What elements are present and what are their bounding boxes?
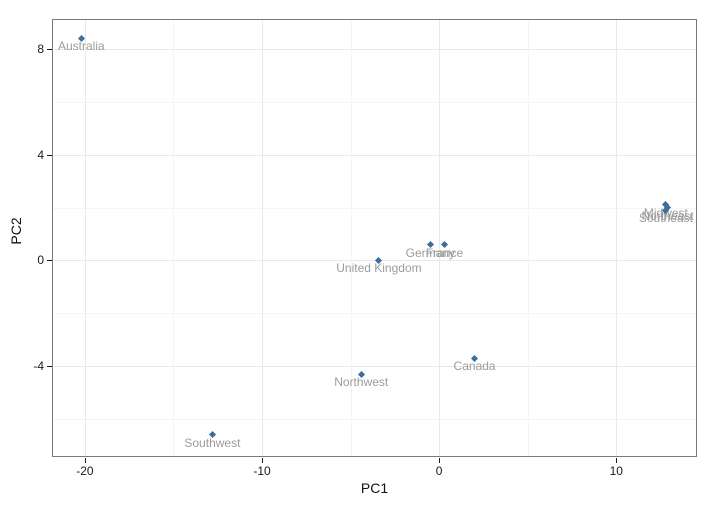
x-axis-tick <box>439 458 441 463</box>
y-tick-label: 0 <box>37 253 44 268</box>
x-tick-label: 0 <box>435 464 443 478</box>
point-label: Southwest <box>184 435 241 450</box>
point-label: United Kingdom <box>336 261 422 276</box>
gridline-minor-horizontal <box>53 313 696 315</box>
gridline-minor-vertical <box>173 20 175 456</box>
y-axis-tick <box>47 366 52 368</box>
gridline-major-vertical <box>262 20 264 456</box>
point-label: Northwest <box>334 375 389 390</box>
y-axis-tick <box>47 260 52 262</box>
gridline-major-vertical <box>84 20 86 456</box>
y-tick-label: 8 <box>37 42 44 57</box>
gridline-major-vertical <box>616 20 618 456</box>
plot-panel: Australia Southwest Northwest United Kingdo… <box>52 19 697 457</box>
x-tick-label: -10 <box>253 464 271 478</box>
point-label: Canada <box>453 359 496 374</box>
point-label: Australia <box>57 39 105 54</box>
y-tick-label: 4 <box>37 147 44 162</box>
y-axis-tick <box>47 49 52 51</box>
point-label: Northeast <box>641 208 694 223</box>
y-tick-label: -4 <box>33 359 44 374</box>
gridline-major-vertical <box>439 20 441 456</box>
gridline-major-horizontal <box>53 154 696 156</box>
gridline-minor-horizontal <box>53 207 696 209</box>
x-tick-label: 10 <box>609 464 623 478</box>
x-axis-tick <box>616 458 618 463</box>
x-axis-tick <box>84 458 86 463</box>
point-label: Germany <box>405 245 455 260</box>
gridline-major-horizontal <box>53 366 696 368</box>
gridline-major-horizontal <box>53 260 696 262</box>
gridline-minor-horizontal <box>53 101 696 103</box>
gridline-minor-vertical <box>350 20 352 456</box>
y-axis-tick <box>47 154 52 156</box>
gridline-major-horizontal <box>53 49 696 51</box>
point-label: Southeast <box>638 211 693 226</box>
gridline-minor-horizontal <box>53 419 696 420</box>
x-axis-title: PC1 <box>360 480 389 496</box>
point-label: France <box>425 245 464 260</box>
y-axis-title: PC2 <box>8 217 24 245</box>
x-axis-tick <box>262 458 264 463</box>
gridline-minor-vertical <box>527 20 529 456</box>
x-tick-label: -20 <box>76 464 94 478</box>
